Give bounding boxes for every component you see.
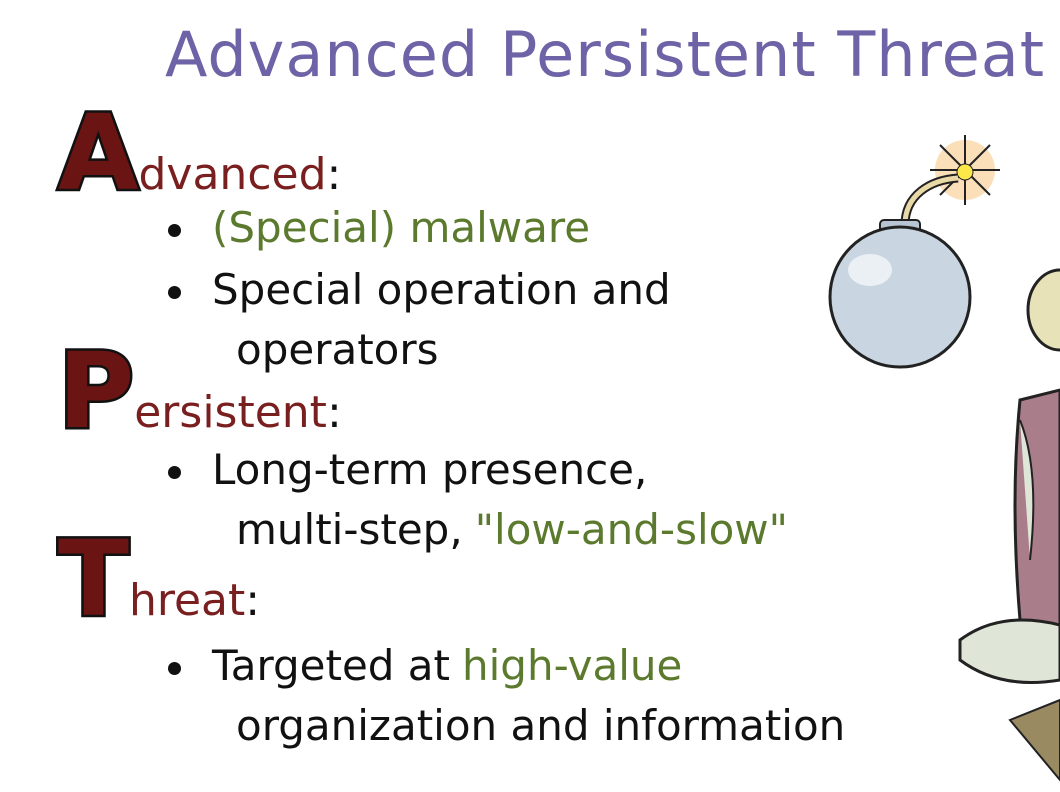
bullet-dot <box>168 466 181 479</box>
section-heading: Threat: <box>56 516 261 643</box>
bomb <box>828 225 972 369</box>
slide-title: Advanced Persistent Threat <box>165 18 1046 91</box>
text-segment: Special operation and <box>212 265 671 314</box>
bullet-dot <box>168 224 181 237</box>
heading-word: dvanced <box>138 149 327 200</box>
initial-letter: A <box>56 90 141 217</box>
heading-word: ersistent <box>134 387 327 438</box>
heading-colon: : <box>245 575 261 626</box>
text-segment: Long-term presence, <box>212 445 648 494</box>
section-heading: Persistent: <box>55 328 342 455</box>
initial-letter: P <box>55 328 136 455</box>
bullet-line: multi-step, "low-and-slow" <box>236 500 788 560</box>
spark <box>930 135 1000 205</box>
bullet-dot <box>168 662 181 675</box>
text-segment: high-value <box>462 641 683 690</box>
text-segment: organization and information <box>236 701 846 750</box>
bullet-line: operators <box>236 320 439 380</box>
text-segment: "low-and-slow" <box>474 505 788 554</box>
bullet-line: organization and information <box>236 696 845 756</box>
bullet-line: Special operation and <box>212 260 671 320</box>
heading-colon: : <box>326 149 342 200</box>
bullet-line: (Special) malware <box>212 198 590 258</box>
figure <box>958 268 1060 782</box>
initial-letter: T <box>56 516 132 643</box>
text-segment: (Special) malware <box>212 203 591 252</box>
heading-word: hreat <box>128 575 246 626</box>
text-segment: multi-step, <box>236 505 463 554</box>
heading-colon: : <box>326 387 342 438</box>
bullet-line: Targeted at high-value <box>212 636 682 696</box>
text-segment: Targeted at <box>212 641 450 690</box>
bullet-dot <box>168 286 181 299</box>
text-segment: operators <box>236 325 439 374</box>
bullet-line: Long-term presence, <box>212 440 647 500</box>
section-heading: Advanced: <box>56 90 342 217</box>
